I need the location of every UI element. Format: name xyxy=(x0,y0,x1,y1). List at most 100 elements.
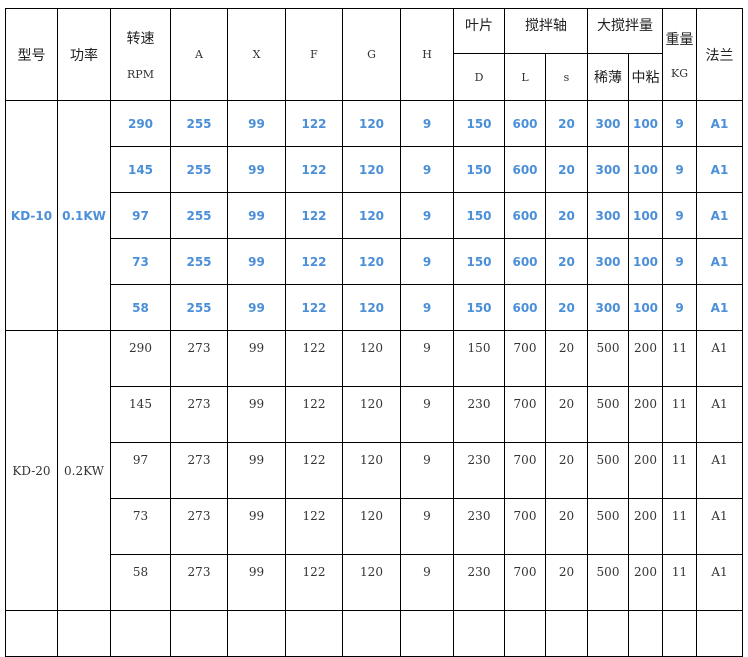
table-cell: 500 xyxy=(587,442,629,499)
table-cell: 20 xyxy=(545,554,588,611)
table-cell: 273 xyxy=(170,498,228,555)
table-cell: 300 xyxy=(587,192,629,239)
table-cell xyxy=(628,610,663,657)
table-cell: 200 xyxy=(628,386,663,443)
table-cell: 120 xyxy=(342,330,401,387)
table-cell: A1 xyxy=(696,330,743,387)
table-cell: 120 xyxy=(342,284,401,331)
table-cell: 9 xyxy=(662,192,697,239)
table-cell: 150 xyxy=(453,284,505,331)
header-x: X xyxy=(227,8,286,101)
table-cell: 600 xyxy=(504,238,546,285)
table-cell: 20 xyxy=(545,442,588,499)
table-cell: 11 xyxy=(662,330,697,387)
table-row: KD-10 0.1KW 290 255 99 122 120 9 150 600 20 300 100 9… xyxy=(5,100,743,331)
weight-unit: KG xyxy=(670,67,688,80)
table-cell: A1 xyxy=(696,442,743,499)
table-cell: A1 xyxy=(696,238,743,285)
table-cell: 700 xyxy=(504,554,546,611)
table-cell: 99 xyxy=(227,284,286,331)
table-row: 58 273 99 122 120 9 230 700 20 500 200 11 A1 xyxy=(6,554,743,611)
table-cell: A1 xyxy=(696,386,743,443)
table-cell: 273 xyxy=(170,442,228,499)
table-cell: 700 xyxy=(504,330,546,387)
table-cell: 120 xyxy=(342,386,401,443)
table-cell: 9 xyxy=(400,238,454,285)
table-cell: 9 xyxy=(400,386,454,443)
table-cell: 700 xyxy=(504,498,546,555)
table-cell: 73 xyxy=(110,238,171,285)
table-cell: 20 xyxy=(545,238,588,285)
table-cell: 120 xyxy=(342,238,401,285)
table-cell: 100 xyxy=(628,284,663,331)
table-cell: 20 xyxy=(545,146,588,193)
table-cell: 230 xyxy=(453,498,505,555)
table-cell: 500 xyxy=(587,330,629,387)
table-cell: 9 xyxy=(400,498,454,555)
table-cell: 9 xyxy=(400,442,454,499)
table-cell: 11 xyxy=(662,442,697,499)
table-cell: 255 xyxy=(170,100,228,147)
table-row: 73 273 99 122 120 9 230 700 20 500 200 11 A1 xyxy=(6,498,743,555)
table-cell: 120 xyxy=(342,554,401,611)
header-model: 型号 xyxy=(5,8,58,101)
table-cell: 255 xyxy=(170,284,228,331)
table-cell: 120 xyxy=(342,146,401,193)
group-model: KD-10 xyxy=(5,100,58,331)
header-g: G xyxy=(342,8,401,101)
table-cell: 9 xyxy=(400,146,454,193)
table-cell: 99 xyxy=(227,192,286,239)
header-shaft-l: L xyxy=(504,53,546,101)
table-cell: 230 xyxy=(453,386,505,443)
table-cell: 122 xyxy=(285,146,343,193)
table-cell: 99 xyxy=(227,442,286,499)
table-cell: 300 xyxy=(587,238,629,285)
table-cell: A1 xyxy=(696,100,743,147)
header-a: A xyxy=(170,8,228,101)
table-cell: 300 xyxy=(587,100,629,147)
table-cell: 122 xyxy=(285,284,343,331)
table-cell: 255 xyxy=(170,238,228,285)
table-cell xyxy=(696,610,743,657)
table-cell: 122 xyxy=(285,100,343,147)
table-cell: 150 xyxy=(453,238,505,285)
table-cell: 290 xyxy=(110,100,171,147)
table-cell xyxy=(504,610,546,657)
table-cell: 99 xyxy=(227,238,286,285)
table-cell: 600 xyxy=(504,146,546,193)
table-cell: 9 xyxy=(662,238,697,285)
table-cell: 122 xyxy=(285,554,343,611)
table-cell xyxy=(110,610,171,657)
table-cell: 9 xyxy=(400,554,454,611)
table-cell: 600 xyxy=(504,100,546,147)
table-cell xyxy=(400,610,454,657)
table-row: 73 255 99 122 120 9 150 600 20 300 100 9 A1 xyxy=(6,238,743,285)
table-cell: 120 xyxy=(342,442,401,499)
table-cell: 99 xyxy=(227,498,286,555)
header-h: H xyxy=(400,8,454,101)
table-cell: 100 xyxy=(628,100,663,147)
speed-label: 转速 xyxy=(126,31,155,47)
table-cell: 600 xyxy=(504,192,546,239)
table-cell: 20 xyxy=(545,386,588,443)
table-cell xyxy=(587,610,629,657)
table-cell: 273 xyxy=(170,330,228,387)
header-blade: 叶片 xyxy=(453,8,505,54)
table-cell: 99 xyxy=(227,330,286,387)
table-cell: 500 xyxy=(587,554,629,611)
table-cell xyxy=(662,610,697,657)
spec-table: 型号 功率 转速 RPM A X F G H 叶片 搅拌轴 大搅拌量 重量 KG 法… xyxy=(5,8,743,657)
table-cell: 122 xyxy=(285,386,343,443)
table-cell: 20 xyxy=(545,498,588,555)
table-cell: 9 xyxy=(662,146,697,193)
table-cell: 100 xyxy=(628,192,663,239)
table-cell: 99 xyxy=(227,554,286,611)
table-row: KD-20 0.2KW 290 273 99 122 120 9 150 700 20 500 200 1… xyxy=(5,330,743,611)
table-cell: 122 xyxy=(285,330,343,387)
header-cap-mid: 中粘 xyxy=(628,53,663,101)
table-cell: 20 xyxy=(545,284,588,331)
table-cell: 9 xyxy=(662,284,697,331)
table-cell: 255 xyxy=(170,192,228,239)
header-capacity: 大搅拌量 xyxy=(587,8,663,54)
table-cell: 290 xyxy=(110,330,171,387)
